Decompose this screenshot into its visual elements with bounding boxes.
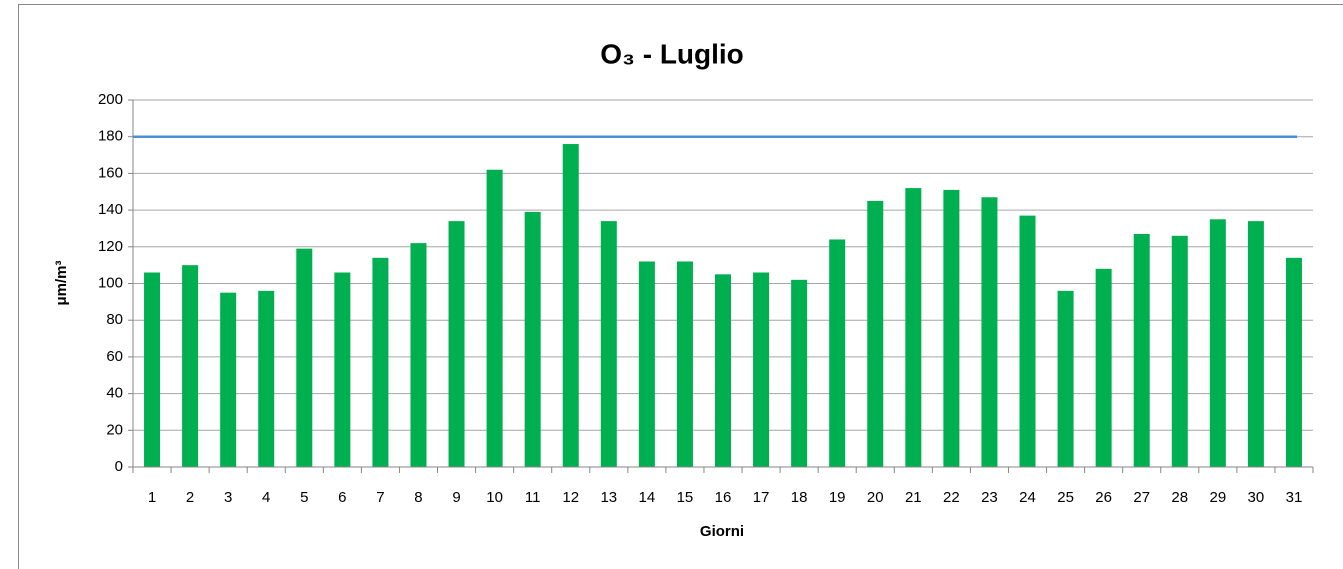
y-tick-label: 0 [115,458,123,475]
bar [448,221,465,467]
bar [715,274,731,467]
x-tick-label: 18 [791,489,808,506]
bar [296,248,313,467]
bar [372,257,389,467]
x-tick-label: 11 [525,489,541,506]
x-tick-label: 2 [186,489,194,506]
bar [334,272,351,467]
x-tick-label: 24 [1019,489,1036,506]
y-tick-label: 80 [106,311,123,328]
bar [1019,215,1036,467]
y-tick-label: 160 [98,164,123,181]
bar [981,197,998,467]
x-tick-label: 15 [677,489,694,506]
x-tick-label: 8 [414,489,422,506]
bar [905,188,922,467]
x-tick-label: 20 [867,489,884,506]
x-tick-label: 28 [1171,489,1188,506]
x-tick-label: 10 [486,489,503,506]
x-tick-label: 13 [600,489,617,506]
bar [1171,235,1188,467]
bar [791,279,808,467]
x-tick-label: 30 [1248,489,1265,506]
y-tick-label: 60 [106,348,123,365]
x-tick-label: 31 [1286,489,1303,506]
bar [943,189,960,468]
x-axis-title: Giorni [700,523,744,540]
bar [1247,221,1264,467]
bar [410,243,427,467]
x-tick-label: 16 [715,489,732,506]
x-tick-label: 5 [300,489,308,506]
x-tick-label: 12 [562,489,579,506]
x-tick-label: 21 [905,489,922,506]
bar [638,261,655,467]
bar [524,211,541,467]
x-tick-label: 1 [148,489,156,506]
bar [676,261,693,467]
bar [1209,219,1226,467]
x-tick-label: 23 [981,489,998,506]
x-tick-label: 6 [338,489,346,506]
x-tick-label: 29 [1209,489,1226,506]
y-tick-label: 20 [106,421,123,438]
bar [867,200,884,468]
bar [1133,233,1150,467]
bar [753,272,770,467]
bar [486,169,503,468]
chart-title: O₃ - Luglio [600,38,744,69]
y-tick-label: 120 [98,238,123,255]
bar [1285,257,1302,467]
y-tick-label: 200 [98,91,123,108]
x-tick-label: 22 [943,489,960,506]
x-tick-label: 25 [1057,489,1074,506]
x-tick-label: 14 [639,489,656,506]
x-tick-label: 27 [1133,489,1150,506]
y-tick-label: 40 [106,385,123,402]
x-tick-label: 26 [1095,489,1112,506]
y-tick-label: 100 [98,274,123,291]
bar [258,290,275,467]
x-tick-label: 7 [376,489,384,506]
bar [562,144,579,468]
x-tick-label: 19 [829,489,846,506]
x-tick-label: 4 [262,489,270,506]
x-tick-label: 3 [224,489,232,506]
y-tick-label: 140 [98,201,123,218]
bar [182,265,199,467]
x-tick-label: 17 [753,489,770,506]
bar [829,239,846,467]
y-tick-label: 180 [98,128,123,145]
y-axis-title: μm/m³ [53,260,70,305]
bar [1057,290,1074,467]
bar [1095,268,1112,467]
x-tick-label: 9 [452,489,460,506]
bar [220,292,237,467]
bar [144,272,161,467]
bar [600,221,617,467]
